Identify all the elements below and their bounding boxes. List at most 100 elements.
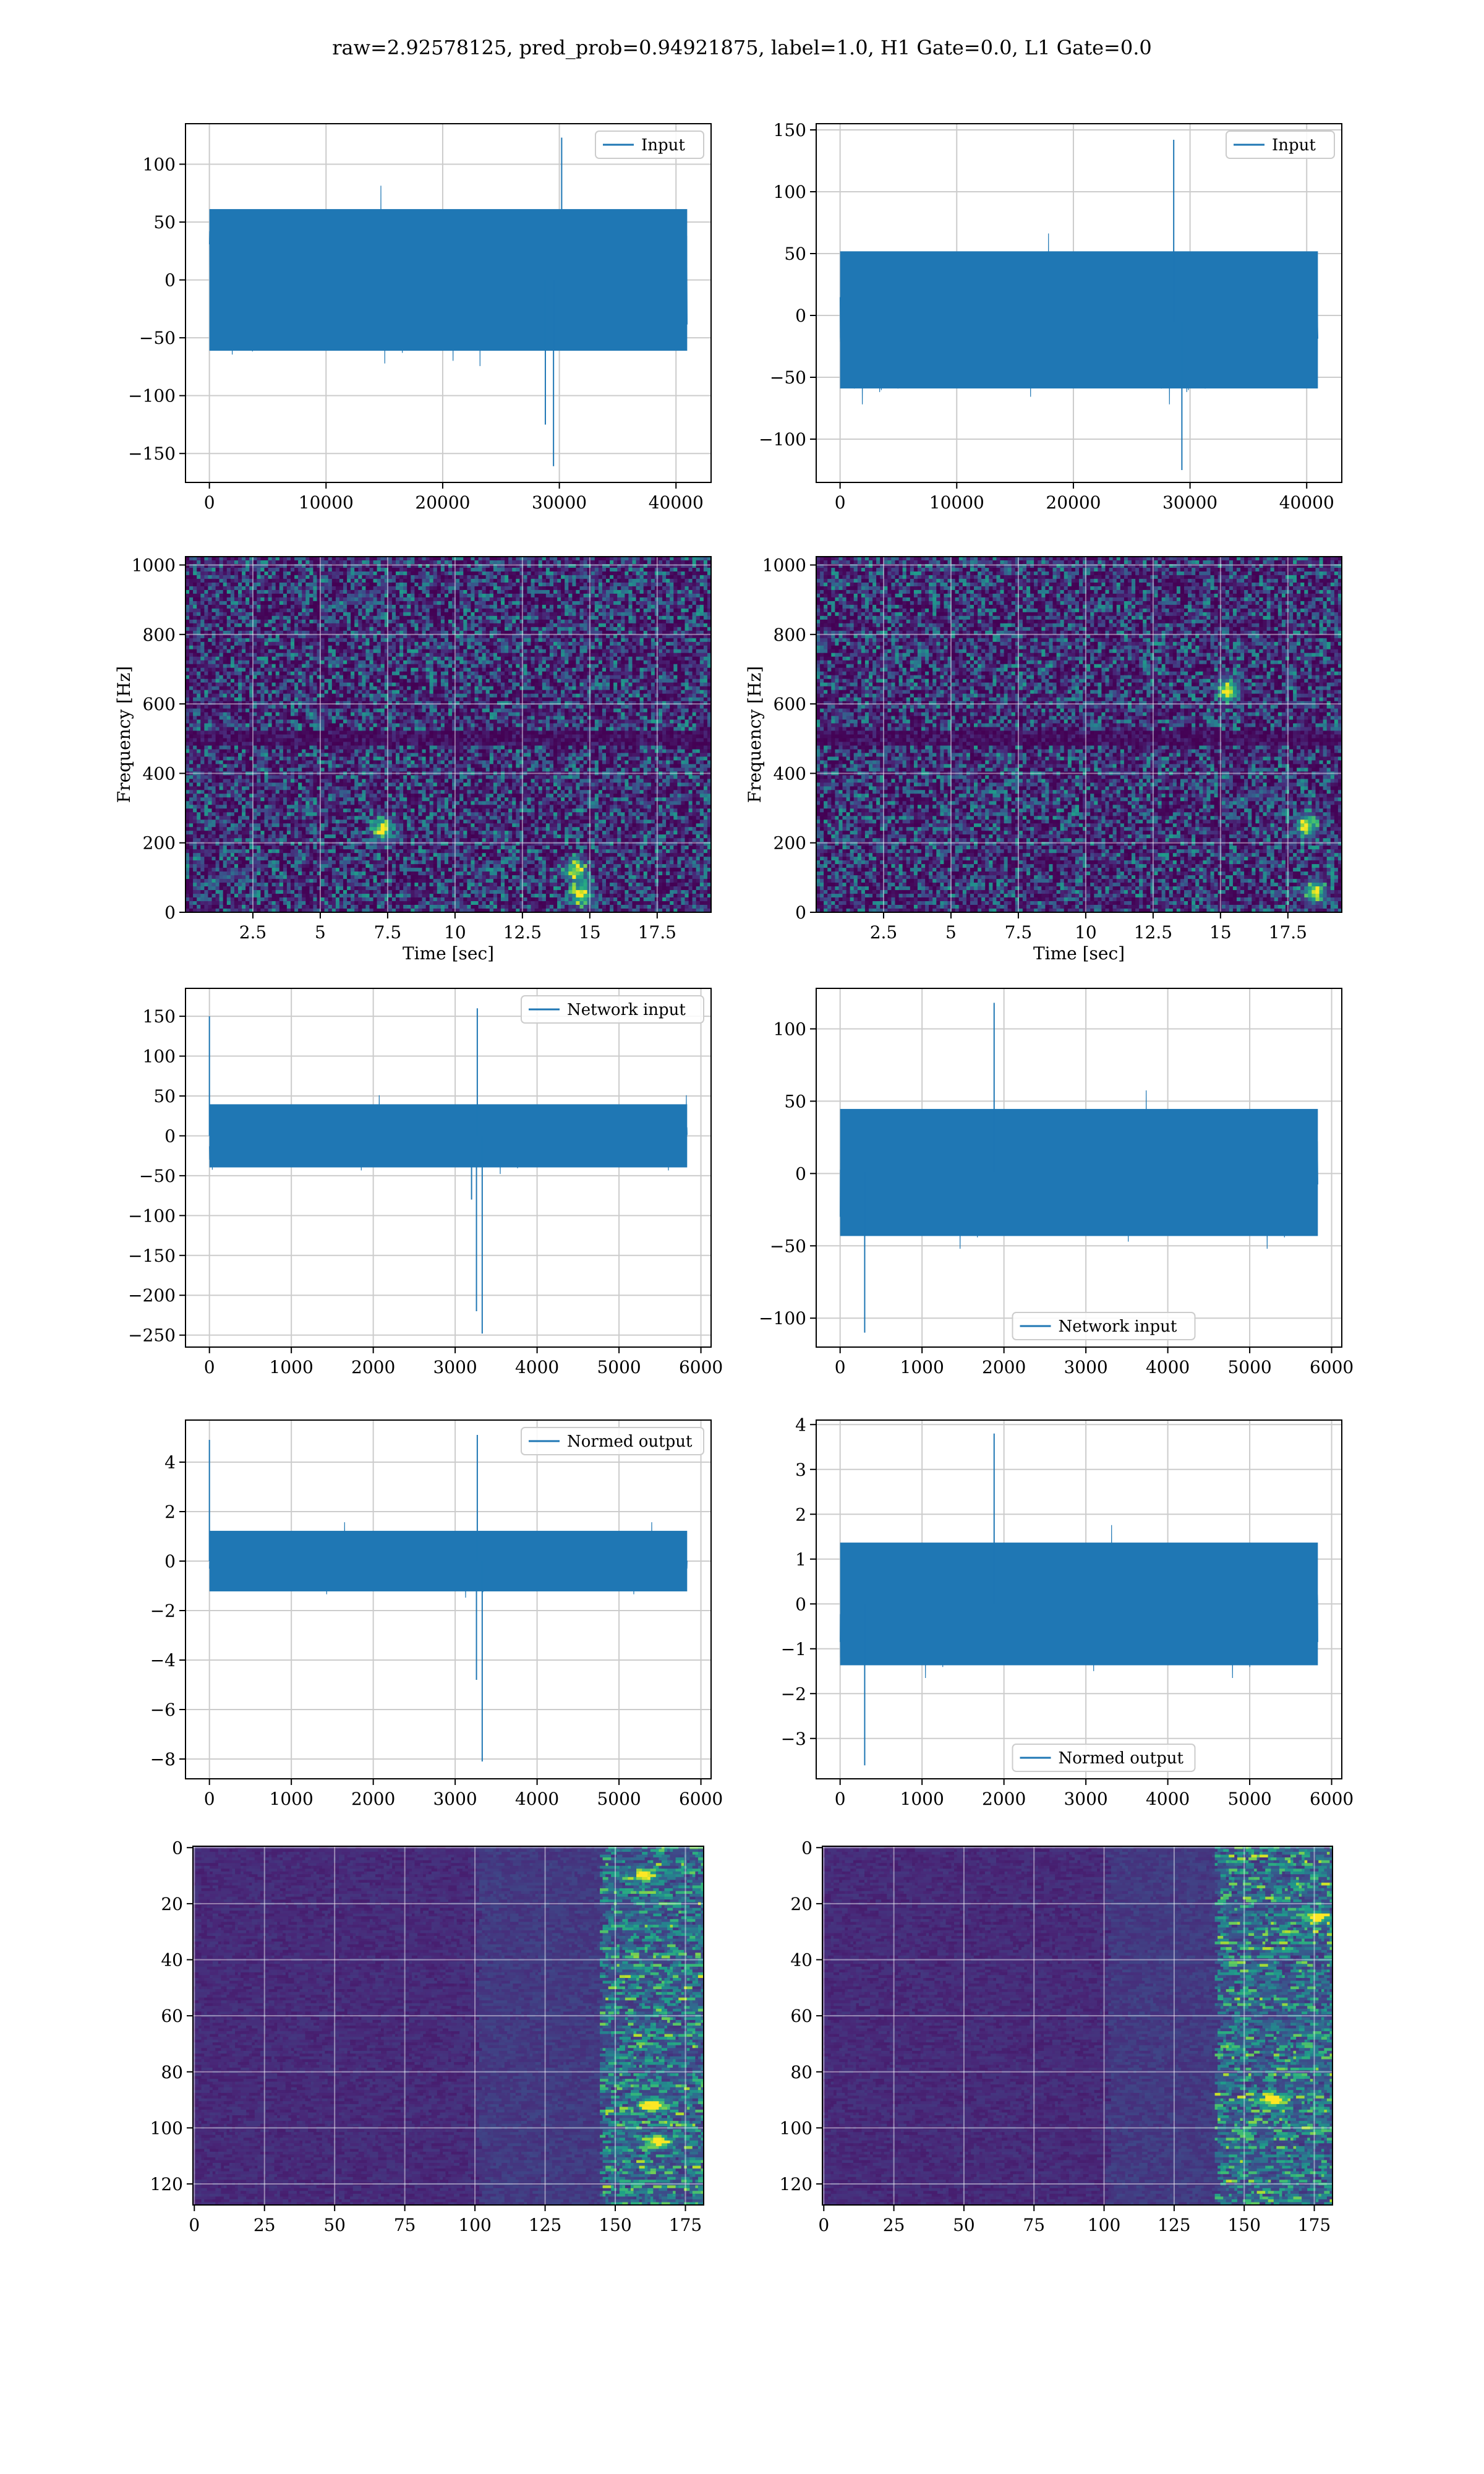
- heatmap-cell: [700, 583, 704, 587]
- heatmap-cell: [482, 590, 487, 594]
- heatmap-cell: [463, 575, 467, 580]
- heatmap-cell: [490, 594, 494, 598]
- heatmap-cell: [430, 605, 434, 609]
- heatmap-cell: [651, 590, 655, 594]
- heatmap-cell: [613, 597, 618, 602]
- heatmap-cell: [276, 583, 280, 587]
- heatmap-cell: [328, 571, 333, 576]
- heatmap-cell: [693, 568, 697, 572]
- heatmap-cell: [505, 560, 509, 565]
- heatmap-cell: [347, 601, 351, 606]
- panel-r2c1: 2.5 5 7.5 10 12.5 15 17.502004006008001000Time…: [114, 555, 712, 964]
- heatmap-cell: [673, 583, 678, 587]
- heatmap-cell: [479, 579, 483, 583]
- heatmap-cell: [321, 594, 325, 598]
- heatmap-cell: [606, 612, 610, 617]
- heatmap-cell: [298, 568, 302, 572]
- heatmap-cell: [486, 594, 490, 598]
- heatmap-cell: [234, 612, 239, 617]
- heatmap-cell: [204, 583, 208, 587]
- heatmap-cell: [670, 560, 674, 565]
- heatmap-cell: [365, 575, 370, 580]
- heatmap-cell: [636, 571, 641, 576]
- heatmap-cell: [539, 601, 543, 606]
- heatmap-cell: [580, 571, 584, 576]
- heatmap-cell: [584, 590, 588, 594]
- heatmap-cell: [204, 575, 208, 580]
- heatmap-cell: [411, 568, 415, 572]
- heatmap-cell: [339, 575, 344, 580]
- heatmap-cell: [602, 586, 607, 591]
- heatmap-cell: [696, 568, 701, 572]
- heatmap-cell: [358, 560, 362, 565]
- heatmap-cell: [704, 586, 708, 591]
- heatmap-cell: [302, 560, 306, 565]
- heatmap-cell: [362, 560, 366, 565]
- heatmap-cell: [704, 583, 708, 587]
- heatmap-cell: [407, 586, 411, 591]
- heatmap-cell: [647, 601, 652, 606]
- heatmap-cell: [617, 579, 621, 583]
- heatmap-cell: [599, 583, 603, 587]
- heatmap-cell: [358, 579, 362, 583]
- heatmap-cell: [493, 579, 498, 583]
- heatmap-cell: [546, 583, 550, 587]
- heatmap-cell: [505, 568, 509, 572]
- heatmap-cell: [414, 597, 419, 602]
- heatmap-cell: [673, 594, 678, 598]
- heatmap-cell: [591, 568, 595, 572]
- heatmap-cell: [197, 579, 201, 583]
- heatmap-cell: [628, 590, 633, 594]
- heatmap-cell: [197, 605, 201, 609]
- heatmap-cell: [245, 560, 250, 565]
- heatmap-cell: [430, 601, 434, 606]
- heatmap-cell: [437, 601, 441, 606]
- heatmap-cell: [523, 609, 527, 613]
- heatmap-cell: [418, 586, 422, 591]
- heatmap-cell: [370, 575, 374, 580]
- heatmap-cell: [276, 586, 280, 591]
- heatmap-cell: [268, 560, 273, 565]
- heatmap-cell: [644, 609, 648, 613]
- heatmap-cell: [445, 612, 449, 617]
- heatmap-cell: [354, 568, 359, 572]
- heatmap-cell: [550, 586, 554, 591]
- heatmap-cell: [704, 597, 708, 602]
- heatmap-cell: [463, 605, 467, 609]
- heatmap-cell: [625, 594, 629, 598]
- heatmap-cell: [321, 560, 325, 565]
- heatmap-cell: [613, 568, 618, 572]
- heatmap-cell: [414, 590, 419, 594]
- heatmap-cell: [456, 601, 460, 606]
- heatmap-cell: [268, 586, 273, 591]
- heatmap-cell: [242, 575, 246, 580]
- heatmap-cell: [531, 568, 535, 572]
- heatmap-cell: [561, 597, 565, 602]
- heatmap-cell: [200, 590, 205, 594]
- heatmap-cell: [227, 579, 231, 583]
- heatmap-cell: [418, 560, 422, 565]
- heatmap-cell: [557, 560, 561, 565]
- heatmap-cell: [659, 586, 663, 591]
- heatmap-cell: [599, 612, 603, 617]
- heatmap-cell: [294, 586, 299, 591]
- heatmap-cell: [313, 575, 317, 580]
- heatmap-cell: [516, 594, 520, 598]
- heatmap-cell: [223, 605, 228, 609]
- heatmap-cell: [347, 583, 351, 587]
- heatmap-cell: [497, 575, 501, 580]
- heatmap-cell: [437, 586, 441, 591]
- heatmap-cell: [685, 568, 689, 572]
- heatmap-cell: [321, 605, 325, 609]
- heatmap-cell: [313, 571, 317, 576]
- heatmap-cell: [302, 597, 306, 602]
- heatmap-cell: [591, 560, 595, 565]
- heatmap-cell: [216, 571, 220, 576]
- heatmap-cell: [576, 605, 580, 609]
- heatmap-cell: [497, 590, 501, 594]
- heatmap-cell: [527, 575, 532, 580]
- heatmap-cell: [689, 560, 693, 565]
- heatmap-cell: [339, 612, 344, 617]
- heatmap-cell: [599, 586, 603, 591]
- heatmap-cell: [459, 612, 464, 617]
